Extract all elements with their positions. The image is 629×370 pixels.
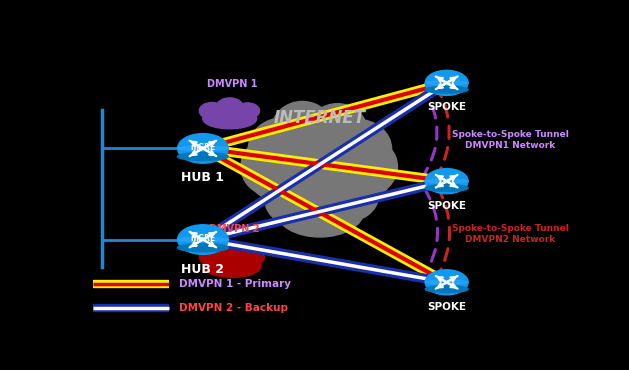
Ellipse shape	[248, 118, 318, 180]
Circle shape	[177, 134, 228, 163]
Ellipse shape	[425, 286, 468, 293]
Ellipse shape	[177, 237, 228, 242]
Text: HUB 2: HUB 2	[181, 263, 225, 276]
Ellipse shape	[425, 81, 468, 85]
Ellipse shape	[222, 251, 256, 269]
Ellipse shape	[272, 101, 333, 158]
Ellipse shape	[177, 152, 228, 161]
Circle shape	[425, 169, 468, 194]
Ellipse shape	[425, 179, 468, 183]
Text: DMVPN 2: DMVPN 2	[209, 224, 260, 234]
Ellipse shape	[235, 103, 260, 119]
Ellipse shape	[308, 104, 367, 155]
Ellipse shape	[203, 255, 261, 278]
Ellipse shape	[321, 119, 392, 178]
Ellipse shape	[177, 146, 228, 151]
Ellipse shape	[199, 102, 225, 119]
Text: SPOKE: SPOKE	[427, 302, 466, 312]
Ellipse shape	[216, 98, 243, 116]
Text: mGRE: mGRE	[191, 234, 216, 243]
Ellipse shape	[220, 106, 252, 122]
Text: SPOKE: SPOKE	[427, 201, 466, 211]
Ellipse shape	[241, 138, 296, 195]
Ellipse shape	[218, 242, 247, 263]
Ellipse shape	[238, 248, 264, 266]
Ellipse shape	[177, 243, 228, 252]
Ellipse shape	[199, 247, 226, 266]
Circle shape	[177, 225, 228, 254]
Ellipse shape	[305, 169, 379, 223]
Ellipse shape	[425, 280, 468, 284]
Ellipse shape	[276, 185, 364, 237]
Circle shape	[425, 70, 468, 95]
Ellipse shape	[208, 250, 242, 270]
Text: DMVPN 1: DMVPN 1	[207, 78, 257, 88]
Text: INTERNET: INTERNET	[274, 109, 366, 127]
Ellipse shape	[203, 109, 257, 129]
Ellipse shape	[265, 172, 345, 229]
Text: SPOKE: SPOKE	[427, 102, 466, 112]
Ellipse shape	[345, 140, 398, 193]
Ellipse shape	[208, 105, 239, 122]
Text: mGRE: mGRE	[191, 143, 216, 152]
Text: Spoke-to-Spoke Tunnel
DMVPN2 Network: Spoke-to-Spoke Tunnel DMVPN2 Network	[452, 224, 569, 243]
Ellipse shape	[247, 137, 393, 211]
Text: HUB 1: HUB 1	[181, 171, 225, 184]
Text: Spoke-to-Spoke Tunnel
DMVPN1 Network: Spoke-to-Spoke Tunnel DMVPN1 Network	[452, 130, 569, 149]
Ellipse shape	[425, 185, 468, 192]
Text: DMVPN 2 - Backup: DMVPN 2 - Backup	[179, 303, 287, 313]
Circle shape	[425, 270, 468, 295]
Ellipse shape	[425, 86, 468, 93]
Text: DMVPN 1 - Primary: DMVPN 1 - Primary	[179, 279, 291, 289]
